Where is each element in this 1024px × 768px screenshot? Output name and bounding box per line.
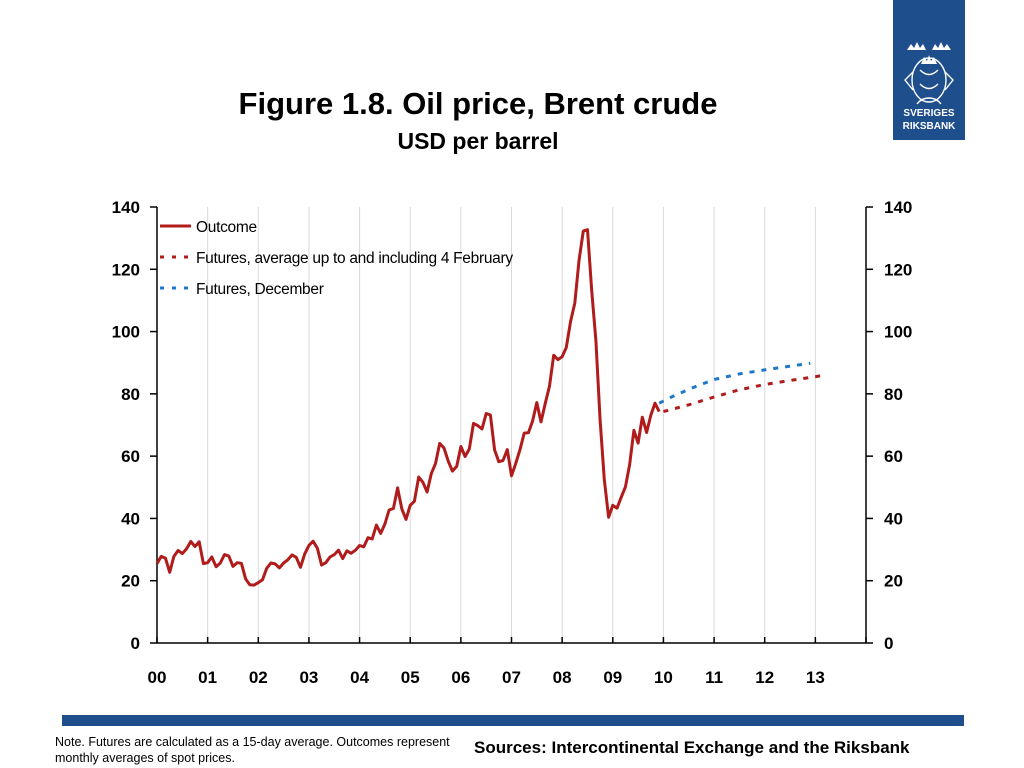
- x-tick-label: 06: [451, 668, 470, 687]
- x-tick-label: 01: [198, 668, 217, 687]
- page-title: Figure 1.8. Oil price, Brent crude: [238, 86, 718, 121]
- y-tick-label-left: 80: [121, 385, 140, 404]
- x-tick-label: 02: [249, 668, 268, 687]
- y-tick-label-right: 100: [884, 323, 912, 342]
- x-tick-label: 00: [148, 668, 167, 687]
- y-tick-label-left: 40: [121, 509, 140, 528]
- x-tick-label: 04: [350, 668, 369, 687]
- y-tick-label-right: 20: [884, 572, 903, 591]
- y-tick-label-left: 100: [112, 323, 140, 342]
- series-line: [663, 374, 821, 414]
- logo-text-line1: SVERIGES: [903, 108, 955, 119]
- x-tick-label: 03: [299, 668, 318, 687]
- series-line: [658, 361, 811, 405]
- y-tick-label-right: 60: [884, 447, 903, 466]
- legend-label: Futures, average up to and including 4 F…: [196, 250, 513, 267]
- chart-series: [155, 228, 821, 587]
- y-tick-label-left: 60: [121, 447, 140, 466]
- y-tick-label-right: 80: [884, 385, 903, 404]
- y-tick-label-right: 140: [884, 198, 912, 217]
- page-subtitle: USD per barrel: [397, 128, 559, 154]
- y-tick-label-left: 0: [131, 634, 140, 653]
- footnote-text: Note. Futures are calculated as a 15-day…: [55, 735, 450, 765]
- series-line: [155, 228, 661, 587]
- x-tick-label: 05: [401, 668, 420, 687]
- x-tick-label: 11: [705, 668, 723, 687]
- x-tick-label: 09: [603, 668, 622, 687]
- y-tick-label-right: 40: [884, 509, 903, 528]
- vertical-gridlines: [207, 207, 816, 643]
- y-tick-label-left: 120: [112, 260, 140, 279]
- x-tick-label: 12: [755, 668, 774, 687]
- x-tick-label: 10: [654, 668, 673, 687]
- x-tick-label: 13: [806, 668, 825, 687]
- footer-band: [62, 715, 964, 726]
- sources-text: Sources: Intercontinental Exchange and t…: [474, 738, 910, 757]
- chart-legend: Outcome Futures, average up to and includ…: [160, 219, 514, 298]
- y-tick-label-left: 20: [121, 572, 140, 591]
- crown-emblem-icon: [904, 42, 954, 105]
- x-tick-label: 08: [553, 668, 572, 687]
- y-tick-label-right: 120: [884, 260, 912, 279]
- legend-label: Outcome: [196, 219, 257, 236]
- legend-label: Futures, December: [196, 281, 324, 298]
- riksbank-logo: SVERIGES RIKSBANK: [893, 0, 965, 140]
- x-tick-label: 07: [502, 668, 521, 687]
- y-tick-label-right: 0: [884, 634, 893, 653]
- logo-text-line2: RIKSBANK: [902, 121, 956, 132]
- y-tick-label-left: 140: [112, 198, 140, 217]
